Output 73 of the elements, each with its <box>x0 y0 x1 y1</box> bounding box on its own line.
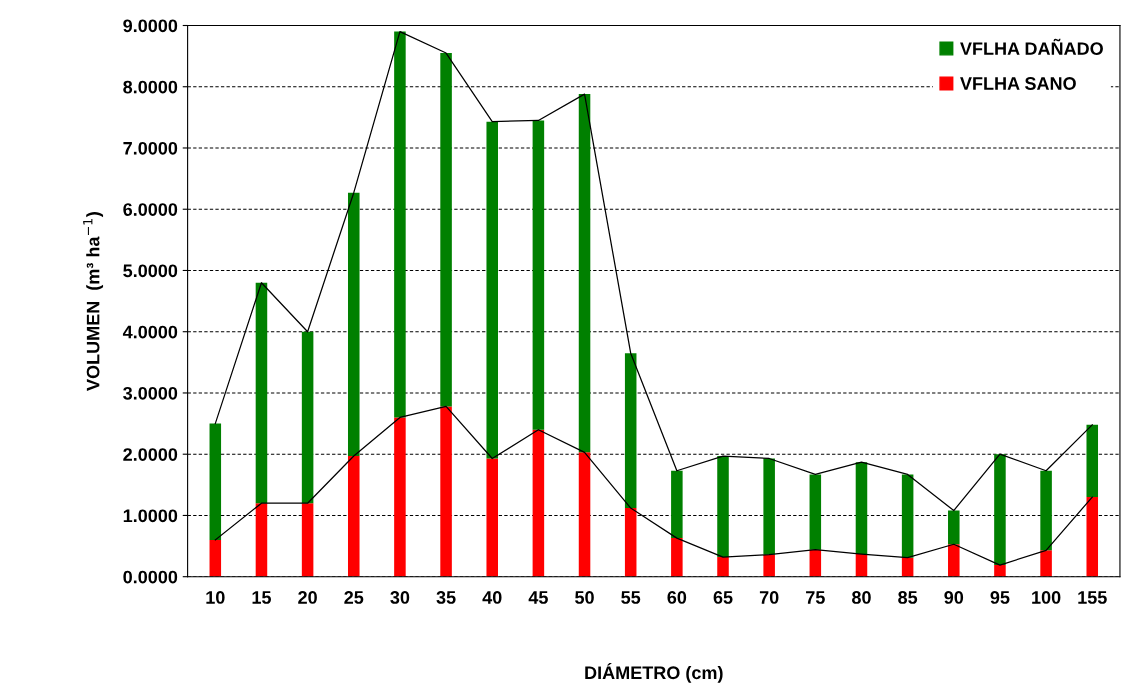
bar <box>394 31 406 418</box>
legend-label: VFLHA DAÑADO <box>960 38 1103 56</box>
bar <box>671 538 683 577</box>
x-tick-label: 25 <box>344 591 364 604</box>
bar <box>578 452 591 577</box>
x-tick-label: 70 <box>759 591 779 604</box>
bar <box>671 470 683 539</box>
y-tick-label: 0.0000 <box>123 570 178 584</box>
x-tick-label: 20 <box>298 591 317 604</box>
x-tick-label: 155 <box>1078 591 1107 604</box>
bar <box>440 406 452 577</box>
bar <box>855 462 868 555</box>
bar <box>1086 424 1099 498</box>
bar <box>301 331 314 504</box>
bar <box>763 554 775 577</box>
bar <box>1040 470 1052 551</box>
y-tick-label: 9.0000 <box>123 19 178 33</box>
bar <box>948 544 960 577</box>
bar <box>301 503 314 577</box>
y-tick-label: 6.0000 <box>123 203 178 216</box>
bar <box>624 353 637 509</box>
x-tick-label: 80 <box>852 591 871 604</box>
x-tick-label: 10 <box>206 591 225 604</box>
x-tick-label: 60 <box>667 591 687 604</box>
x-tick-label: 15 <box>252 591 271 604</box>
bar <box>209 423 222 540</box>
y-tick-label: 3.0000 <box>123 386 178 400</box>
bar <box>209 539 222 577</box>
bar <box>532 120 545 430</box>
bar <box>348 192 360 457</box>
bar <box>1040 550 1052 577</box>
y-tick-label: 5.0000 <box>123 264 178 278</box>
y-tick-label: 7.0000 <box>123 141 178 155</box>
y-tick-label: 1.0000 <box>123 509 178 523</box>
x-tick-label: 35 <box>436 591 456 604</box>
bar <box>532 429 545 577</box>
legend-label: VFLHA SANO <box>960 77 1076 90</box>
bar <box>255 282 268 504</box>
x-tick-label: 75 <box>806 591 825 604</box>
x-tick-label: 95 <box>990 591 1010 604</box>
bar <box>763 458 775 555</box>
bar <box>809 474 822 550</box>
x-tick-label: 85 <box>898 591 918 604</box>
bar <box>717 557 729 577</box>
y-tick-label: 2.0000 <box>123 448 178 461</box>
bar <box>440 53 452 407</box>
x-tick-label: 90 <box>944 591 964 604</box>
bar <box>624 508 637 577</box>
x-tick-label: 55 <box>621 591 641 604</box>
bar <box>948 510 960 545</box>
bar <box>855 554 868 577</box>
x-tick-label: 30 <box>390 591 410 604</box>
bar <box>901 557 914 577</box>
bar <box>578 94 591 453</box>
bar <box>394 417 406 577</box>
bar <box>255 503 268 577</box>
bar <box>994 565 1006 577</box>
bar <box>994 454 1006 566</box>
bar <box>486 458 498 577</box>
y-tick-label: 8.0000 <box>123 80 178 94</box>
bar <box>717 456 729 558</box>
x-tick-label: 65 <box>713 591 733 604</box>
bar <box>1086 497 1099 577</box>
x-tick-label: 50 <box>575 591 594 604</box>
x-tick-label: 100 <box>1032 591 1061 604</box>
x-tick-label: 45 <box>528 591 548 604</box>
y-tick-label: 4.0000 <box>122 325 178 339</box>
x-axis-title: DIÁMETRO (cm) <box>585 662 723 683</box>
bar <box>486 121 498 459</box>
bar <box>348 456 360 577</box>
y-axis-title: VOLUMEN (m³ ha$^{−1}$) <box>83 212 104 391</box>
bar <box>901 474 914 558</box>
x-tick-label: 40 <box>482 591 502 604</box>
